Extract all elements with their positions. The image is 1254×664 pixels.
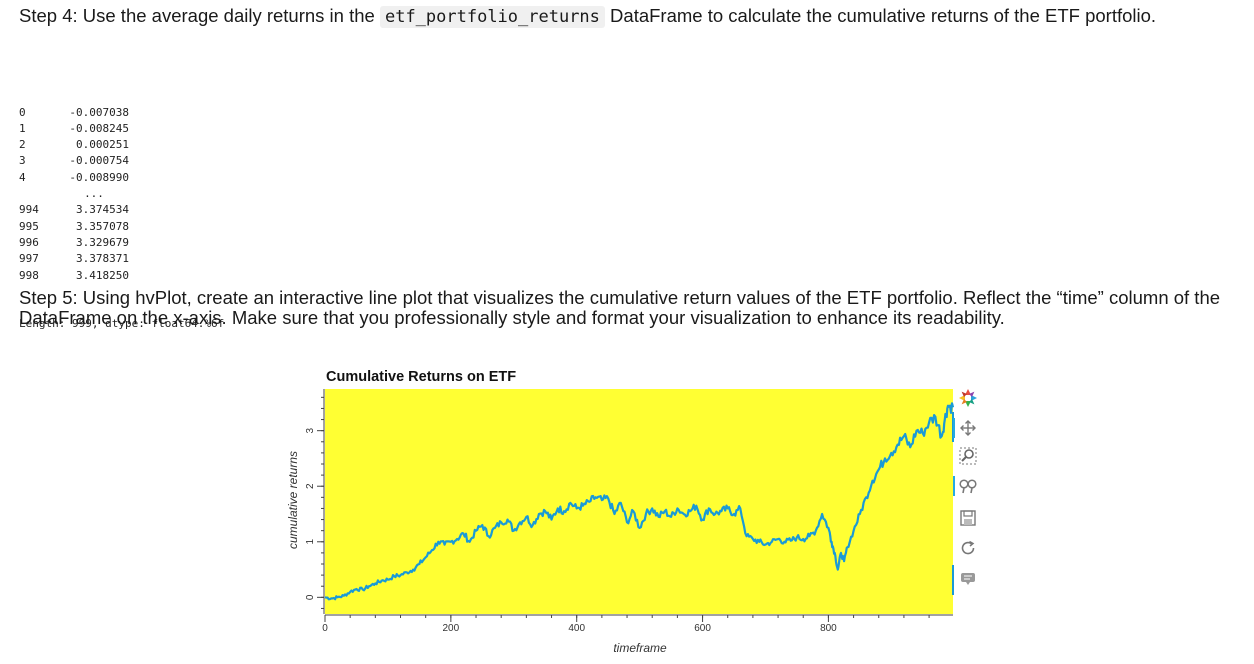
y-tick-label: 1 bbox=[305, 539, 316, 545]
x-tick-label: 200 bbox=[443, 623, 460, 634]
row-index: 4 bbox=[19, 170, 26, 184]
x-tick-label: 800 bbox=[820, 623, 837, 634]
row-value: -0.000754 bbox=[69, 154, 129, 168]
hover-tool-icon[interactable] bbox=[956, 567, 980, 591]
plot-background bbox=[325, 389, 953, 614]
step-4-heading: Step 4: Use the average daily returns in… bbox=[19, 5, 1229, 28]
series-output-row: 994 3.374534 bbox=[19, 202, 224, 218]
row-value: 3.329679 bbox=[76, 235, 129, 249]
x-tick-label: 0 bbox=[322, 623, 328, 634]
cumulative-returns-line[interactable] bbox=[324, 402, 955, 601]
step-4-text-before: Step 4: Use the average daily returns in… bbox=[19, 5, 380, 26]
row-value: 3.418250 bbox=[76, 268, 129, 282]
series-output-row: 997 3.378371 bbox=[19, 251, 224, 267]
row-index: 1 bbox=[19, 121, 26, 135]
row-value: -0.008245 bbox=[69, 121, 129, 135]
series-output-row: 1 -0.008245 bbox=[19, 121, 224, 137]
x-axis: 0 200 400 600 800 bbox=[322, 614, 953, 634]
x-tick-label: 400 bbox=[568, 623, 585, 634]
plot-toolbar bbox=[953, 384, 982, 594]
row-value: 3.374534 bbox=[76, 203, 129, 217]
y-axis: 0 1 2 3 bbox=[305, 389, 325, 614]
series-output-row: 4 -0.008990 bbox=[19, 170, 224, 186]
x-tick-label: 600 bbox=[694, 623, 711, 634]
series-output-row: 995 3.357078 bbox=[19, 219, 224, 235]
y-tick-label: 3 bbox=[305, 427, 316, 433]
series-output-row: 3 -0.000754 bbox=[19, 153, 224, 169]
y-tick-label: 0 bbox=[305, 594, 316, 600]
pan-tool-icon[interactable] bbox=[956, 416, 980, 440]
row-index: 3 bbox=[19, 154, 26, 168]
row-value: 3.357078 bbox=[76, 219, 129, 233]
bokeh-logo-icon bbox=[956, 386, 980, 410]
wheel-zoom-tool-icon[interactable] bbox=[956, 474, 980, 498]
step-5-heading: Step 5: Using hvPlot, create an interact… bbox=[19, 287, 1221, 328]
active-tool-indicator bbox=[953, 418, 955, 438]
row-value: 3.378371 bbox=[76, 252, 129, 266]
row-value: 0.000251 bbox=[76, 138, 129, 152]
row-value: ... bbox=[84, 187, 104, 201]
series-output-row: 998 3.418250 bbox=[19, 268, 224, 284]
row-index: 997 bbox=[19, 252, 39, 266]
y-axis-label: cumulative returns bbox=[286, 451, 300, 549]
series-output-row: 2 0.000251 bbox=[19, 137, 224, 153]
row-value: -0.007038 bbox=[69, 105, 129, 119]
cell-output: 0 -0.007038 1 -0.008245 2 0.000251 3 -0.000754 4… bbox=[19, 72, 224, 349]
x-axis-label: timeframe bbox=[613, 641, 667, 655]
step-4-text-after: DataFrame to calculate the cumulative re… bbox=[604, 5, 1157, 26]
series-output-row: ... bbox=[19, 186, 224, 202]
plot-edge-marker-bottom bbox=[952, 565, 954, 595]
row-index: 995 bbox=[19, 219, 39, 233]
series-output-row: 996 3.329679 bbox=[19, 235, 224, 251]
series-output-rows: 0 -0.007038 1 -0.008245 2 0.000251 3 -0.000754 4… bbox=[19, 105, 224, 284]
series-output-footer: Length: 999, dtype: float64.%6f bbox=[19, 317, 225, 331]
row-value: -0.008990 bbox=[69, 170, 129, 184]
reset-tool-icon[interactable] bbox=[956, 536, 980, 560]
y-tick-label: 2 bbox=[305, 483, 316, 489]
row-index: 2 bbox=[19, 138, 26, 152]
row-index: 0 bbox=[19, 105, 26, 119]
row-index: 994 bbox=[19, 203, 39, 217]
row-index: 996 bbox=[19, 235, 39, 249]
dataframe-name-code: etf_portfolio_returns bbox=[379, 6, 605, 28]
row-index: 998 bbox=[19, 268, 39, 282]
box-zoom-tool-icon[interactable] bbox=[956, 444, 980, 468]
chart-title: Cumulative Returns on ETF bbox=[326, 369, 516, 385]
series-output-row: 0 -0.007038 bbox=[19, 105, 224, 121]
save-tool-icon[interactable] bbox=[956, 506, 980, 530]
active-tool-indicator bbox=[953, 476, 955, 496]
